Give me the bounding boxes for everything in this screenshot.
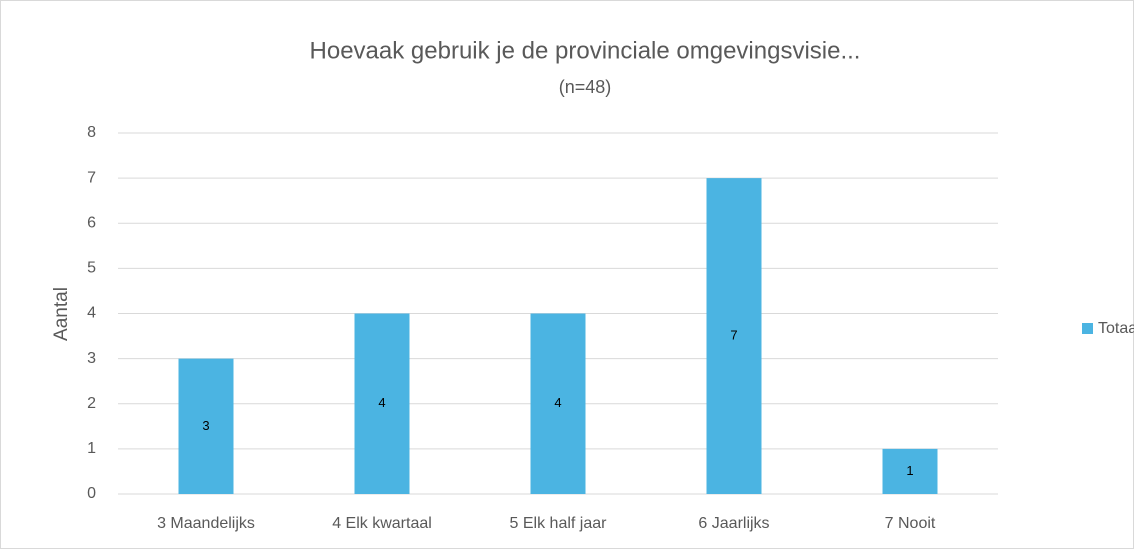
x-tick-label: 4 Elk kwartaal [332, 515, 432, 532]
y-tick-label: 3 [87, 350, 96, 367]
y-tick-label: 5 [87, 260, 96, 277]
y-tick-label: 2 [87, 395, 96, 412]
y-tick-label: 8 [87, 124, 96, 141]
legend-label: Totaal [1098, 320, 1134, 337]
bar [706, 178, 762, 494]
y-tick-label: 6 [87, 214, 96, 231]
x-tick-label: 3 Maandelijks [157, 515, 255, 532]
bar [882, 448, 938, 494]
data-label: 7 [730, 328, 737, 343]
y-tick-label: 0 [87, 485, 96, 502]
data-label: 4 [378, 395, 385, 410]
y-tick-label: 1 [87, 440, 96, 457]
data-label: 4 [554, 395, 561, 410]
bar [530, 313, 586, 494]
data-label: 3 [202, 418, 209, 433]
chart-subtitle: (n=48) [559, 77, 612, 97]
y-axis-label: Aantal [51, 287, 72, 341]
data-label: 1 [906, 463, 913, 478]
y-tick-label: 4 [87, 305, 96, 322]
chart-title: Hoevaak gebruik je de provinciale omgevi… [310, 37, 861, 64]
legend-swatch [1082, 323, 1093, 334]
y-tick-label: 7 [87, 169, 96, 186]
bar [178, 358, 234, 494]
bar [354, 313, 410, 494]
x-tick-label: 7 Nooit [885, 515, 936, 532]
x-tick-label: 5 Elk half jaar [510, 515, 608, 532]
x-tick-label: 6 Jaarlijks [698, 515, 769, 532]
